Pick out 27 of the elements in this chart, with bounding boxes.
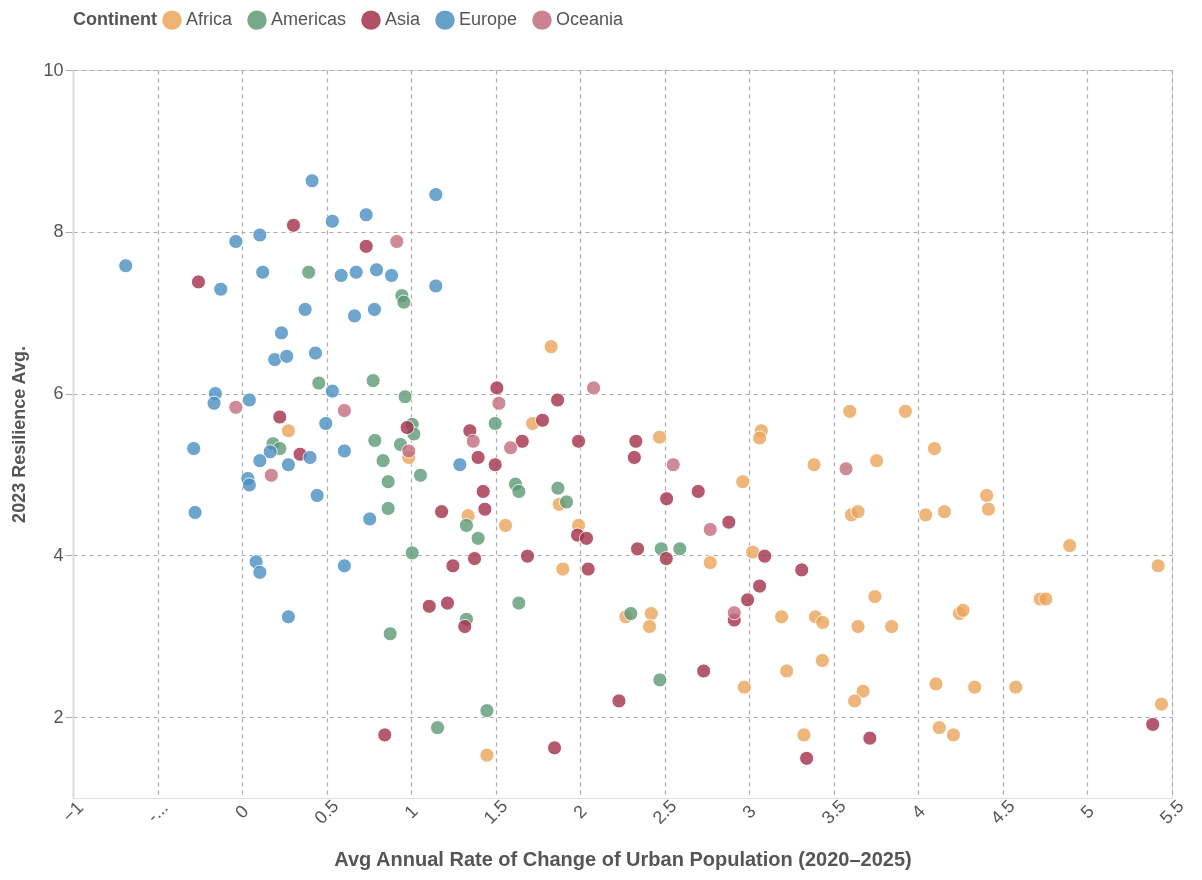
legend-label: Asia [385, 9, 421, 30]
y-tick-label: 10 [43, 59, 64, 80]
y-tick-label: 8 [53, 221, 64, 242]
x-tick-label: 3.5 [817, 795, 850, 828]
x-tick-label: 2.5 [648, 795, 681, 828]
legend-label: Africa [186, 9, 233, 30]
x-tick-label: 1.5 [479, 795, 512, 828]
x-tick-label: 0 [231, 801, 253, 823]
legend-title: Continent [73, 9, 157, 29]
y-tick-label: 4 [53, 544, 64, 565]
x-tick-label: 5.5 [1155, 795, 1188, 828]
legend-label: Oceania [556, 9, 625, 30]
y-axis-title: 2023 Resilience Avg. [9, 346, 30, 523]
x-tick-label: -... [142, 797, 172, 827]
x-tick-label: 2 [569, 801, 591, 823]
x-tick-label: 0.5 [310, 795, 343, 828]
legend-label: Americas [271, 9, 347, 30]
x-tick-label: 1 [400, 801, 422, 823]
y-tick-label: 6 [53, 383, 64, 404]
x-tick-label: 4 [907, 801, 929, 823]
x-tick-label: 5 [1076, 801, 1098, 823]
x-tick-label: 3 [738, 801, 760, 823]
y-tick-label: 2 [53, 706, 64, 727]
legend-label: Europe [459, 9, 518, 30]
x-axis-title: Avg Annual Rate of Change of Urban Population (2020–2025) [334, 847, 912, 870]
x-tick-label: 4.5 [986, 795, 1019, 828]
x-tick-label: −1 [58, 797, 88, 827]
